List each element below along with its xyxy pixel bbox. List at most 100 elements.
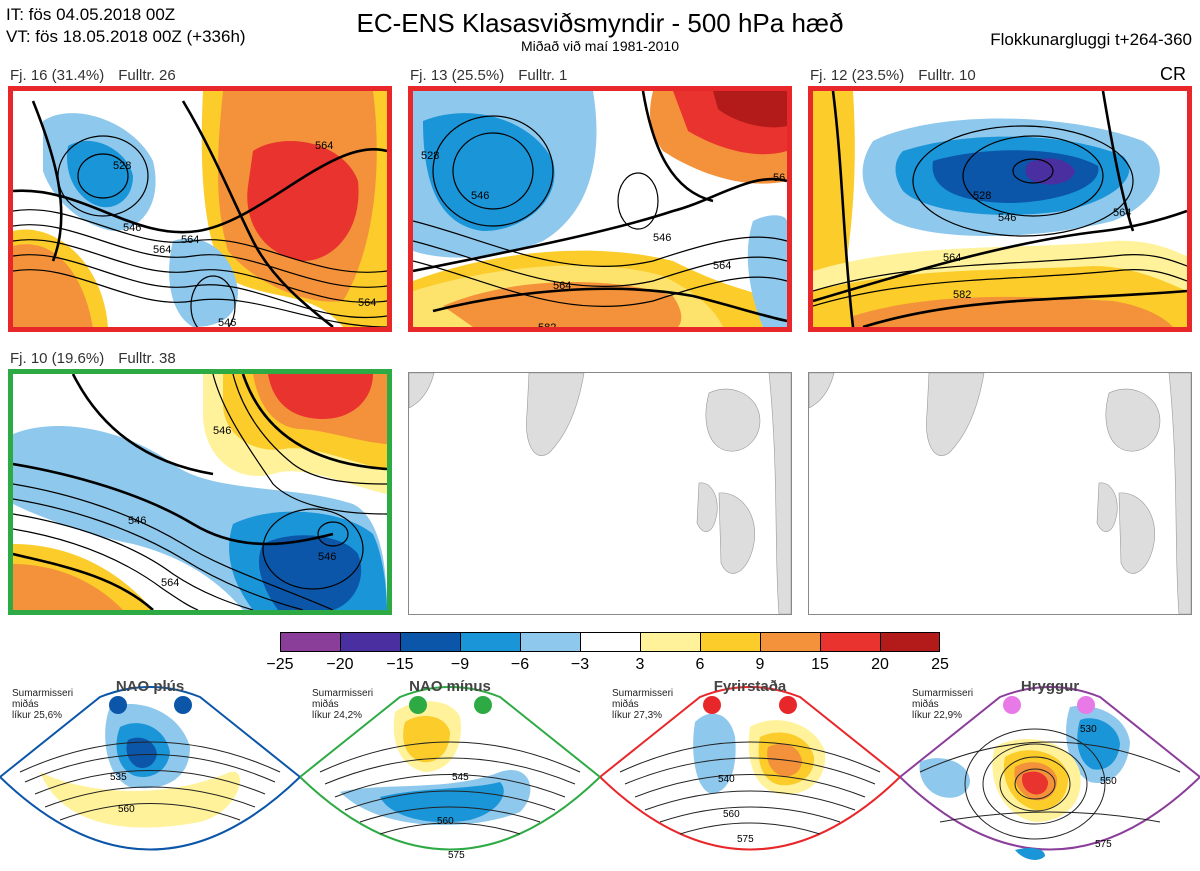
panel-3-fj: Fj. 12 (23.5%) [810,67,905,84]
colorbar-cell [580,632,640,652]
regime-season: Sumarmisseri [312,688,374,699]
contour-label: 564 [315,140,333,152]
colorbar-tick-label: 25 [931,656,949,673]
panel-3-fulltr: Fulltr. 10 [918,67,976,84]
colorbar-tick-label: 9 [755,656,765,673]
contour-label: 528 [113,160,131,172]
empty-map-panel-5 [408,372,792,615]
cluster-map-panel-3[interactable]: 528 546 564 564 582 [808,86,1192,332]
regime-median: miðás [912,699,939,710]
regime-stats: Sumarmisseri miðás líkur 25,6% [12,688,73,721]
regime-title: Fyrirstaða [713,678,787,695]
it-line: IT: fös 04.05.2018 00Z [6,5,176,24]
colorbar-tick-label: −3 [570,656,590,673]
regime-blocking: 540 560 575 Fyrirstaða Sumarmisseri miðá… [600,672,900,871]
page-subtitle: Miðað við maí 1981-2010 [521,38,679,54]
regime-title: NAO mínus [409,678,491,695]
regime-contour-label: 560 [723,809,740,820]
contour-label: 546 [123,222,141,234]
contour-label: 528 [973,190,991,202]
regime-title: Hryggur [1020,678,1080,695]
regime-probability: líkur 24,2% [312,710,363,721]
regime-contour-label: 575 [448,850,465,861]
colorbar-cell [520,632,580,652]
contour-label: 546 [318,551,336,563]
panel-1-label: Fj. 16 (31.4%) Fulltr. 26 [10,67,190,84]
colorbar-tick-label: 6 [695,656,705,673]
cluster-map-panel-4[interactable]: 546 546 546 564 [8,369,392,615]
contour-label: 564 [713,260,731,272]
colorbar-cell [280,632,340,652]
contour-label: 582 [538,322,556,327]
regime-stats: Sumarmisseri miðás líkur 22,9% [912,688,973,721]
colorbar-cell [460,632,520,652]
panel-2-label: Fj. 13 (25.5%) Fulltr. 1 [410,67,581,84]
colorbar-cell [760,632,820,652]
colorbar-cell [880,632,940,652]
panel-4-label: Fj. 10 (19.6%) Fulltr. 38 [10,350,190,367]
panel-3-label: Fj. 12 (23.5%) Fulltr. 10 [810,67,990,84]
regime-median: miðás [312,699,339,710]
contour-label: 564 [553,280,571,292]
regime-title: NAO plús [115,678,185,695]
regime-nao-plus: 535 560 NAO plús Sumarmisseri miðás líku… [0,672,300,871]
regime-season: Sumarmisseri [12,688,74,699]
cr-label: CR [1160,64,1186,84]
contour-label: 546 [128,515,146,527]
regime-median: miðás [12,699,39,710]
panel-4-fulltr: Fulltr. 38 [118,350,176,367]
contour-label: 564 [181,234,199,246]
regime-ridge: 530 550 575 Hryggur Sumarmisseri miðás l… [900,672,1200,871]
contour-label: 546 [653,232,671,244]
regime-contour-label: 535 [110,772,127,783]
colorbar-tick-label: 20 [871,656,889,673]
contour-label: 564 [161,577,179,589]
empty-map-panel-6 [808,372,1192,615]
contour-label: 564 [943,252,961,264]
contour-label: 546 [471,190,489,202]
colorbar-tick-label: −15 [386,656,414,673]
regime-contour-label: 530 [1080,724,1097,735]
regime-contour-label: 550 [1100,776,1117,787]
colorbar-tick-label: −20 [326,656,354,673]
regime-probability: líkur 25,6% [12,710,63,721]
regime-stats: Sumarmisseri miðás líkur 24,2% [312,688,373,721]
colorbar-tick-label: −6 [510,656,530,673]
regime-contour-label: 540 [718,774,735,785]
cluster-map-panel-1[interactable]: 528 546 564 564 546 564 564 [8,86,392,332]
contour-label: 546 [213,425,231,437]
regime-contour-label: 545 [452,772,469,783]
anomaly-colorbar [280,632,940,652]
colorbar-tick-label: 15 [811,656,829,673]
regime-probability: líkur 27,3% [612,710,663,721]
colorbar-tick-label: −9 [450,656,470,673]
vt-line: VT: fös 18.05.2018 00Z (+336h) [6,27,246,46]
panel-2-fulltr: Fulltr. 1 [518,67,568,84]
regime-contour-label: 560 [437,816,454,827]
contour-label: 546 [998,212,1016,224]
colorbar-tick-label: −25 [266,656,294,673]
classification-window: Flokkunargluggi t+264-360 [990,30,1192,49]
regime-probability: líkur 22,9% [912,710,963,721]
colorbar-cell [700,632,760,652]
regime-nao-minus: 545 560 575 NAO mínus Sumarmisseri miðás… [300,672,600,871]
contour-label: 564 [1113,207,1131,219]
regime-season: Sumarmisseri [912,688,974,699]
panel-2-fj: Fj. 13 (25.5%) [410,67,505,84]
contour-label: 564 [358,297,376,309]
regime-contour-label: 560 [118,804,135,815]
panel-1-fulltr: Fulltr. 26 [118,67,176,84]
header-info: IT: fös 04.05.2018 00Z VT: fös 18.05.201… [6,4,246,48]
contour-label: 546 [218,317,236,327]
colorbar-cell [640,632,700,652]
cluster-map-panel-2[interactable]: 528 546 546 564 564 582 56 [408,86,792,332]
regime-contour-label: 575 [1095,839,1112,850]
contour-label: 582 [953,289,971,301]
regime-stats: Sumarmisseri miðás líkur 27,3% [612,688,673,721]
panel-1-fj: Fj. 16 (31.4%) [10,67,105,84]
regime-season: Sumarmisseri [612,688,674,699]
regime-contour-label: 575 [737,834,754,845]
colorbar-cell [400,632,460,652]
contour-label: 564 [153,244,171,256]
colorbar-tick-label: 3 [635,656,645,673]
